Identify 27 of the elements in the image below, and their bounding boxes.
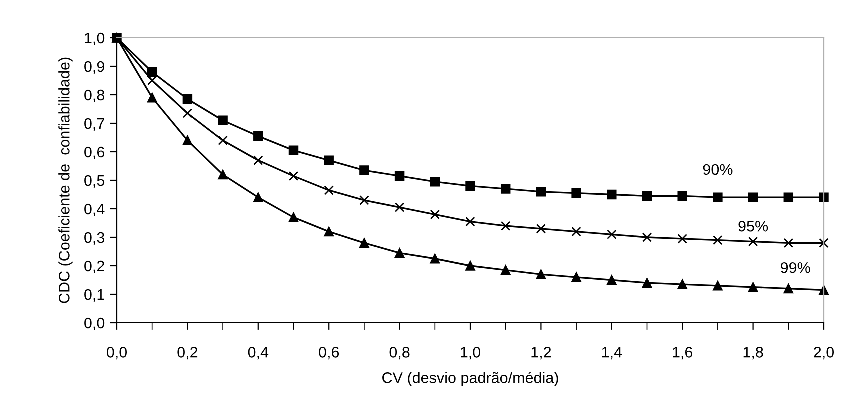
- series-label: 95%: [738, 220, 768, 232]
- y-tick-label: 0,8: [84, 90, 105, 102]
- x-tick-label: 0,6: [319, 347, 340, 360]
- x-tick-label: 0,4: [248, 347, 269, 360]
- y-tick-label: 1,0: [85, 32, 105, 46]
- y-tick-label: 0,5: [84, 175, 105, 188]
- y-tick-label: 0,7: [84, 118, 104, 131]
- x-tick-label: 0,2: [178, 347, 198, 360]
- x-axis-title: CV (desvio padrão/média): [382, 372, 558, 386]
- x-tick-label: 1,0: [461, 347, 481, 360]
- x-tick-label: 1,4: [602, 347, 622, 360]
- x-tick-label: 1,8: [744, 347, 764, 360]
- y-tick-label: 0,9: [84, 61, 104, 74]
- x-tick-label: 0,0: [106, 347, 128, 360]
- series-label: 99%: [781, 262, 810, 274]
- y-tick-label: 0,4: [84, 204, 105, 216]
- y-tick-label: 0,2: [84, 260, 104, 274]
- y-tick-label: 0,6: [84, 146, 105, 160]
- y-axis-title: CDC (Coeficiente de confiabilidade): [58, 58, 73, 304]
- x-tick-label: 1,6: [673, 347, 693, 360]
- y-tick-label: 0,3: [84, 232, 105, 245]
- x-tick-label: 0,8: [390, 347, 410, 360]
- x-tick-label: 2,0: [814, 347, 834, 360]
- y-tick-label: 0,0: [84, 318, 105, 330]
- x-tick-label: 1,2: [532, 347, 552, 360]
- series-label: 90%: [703, 164, 733, 176]
- y-tick-label: 0,1: [84, 289, 104, 302]
